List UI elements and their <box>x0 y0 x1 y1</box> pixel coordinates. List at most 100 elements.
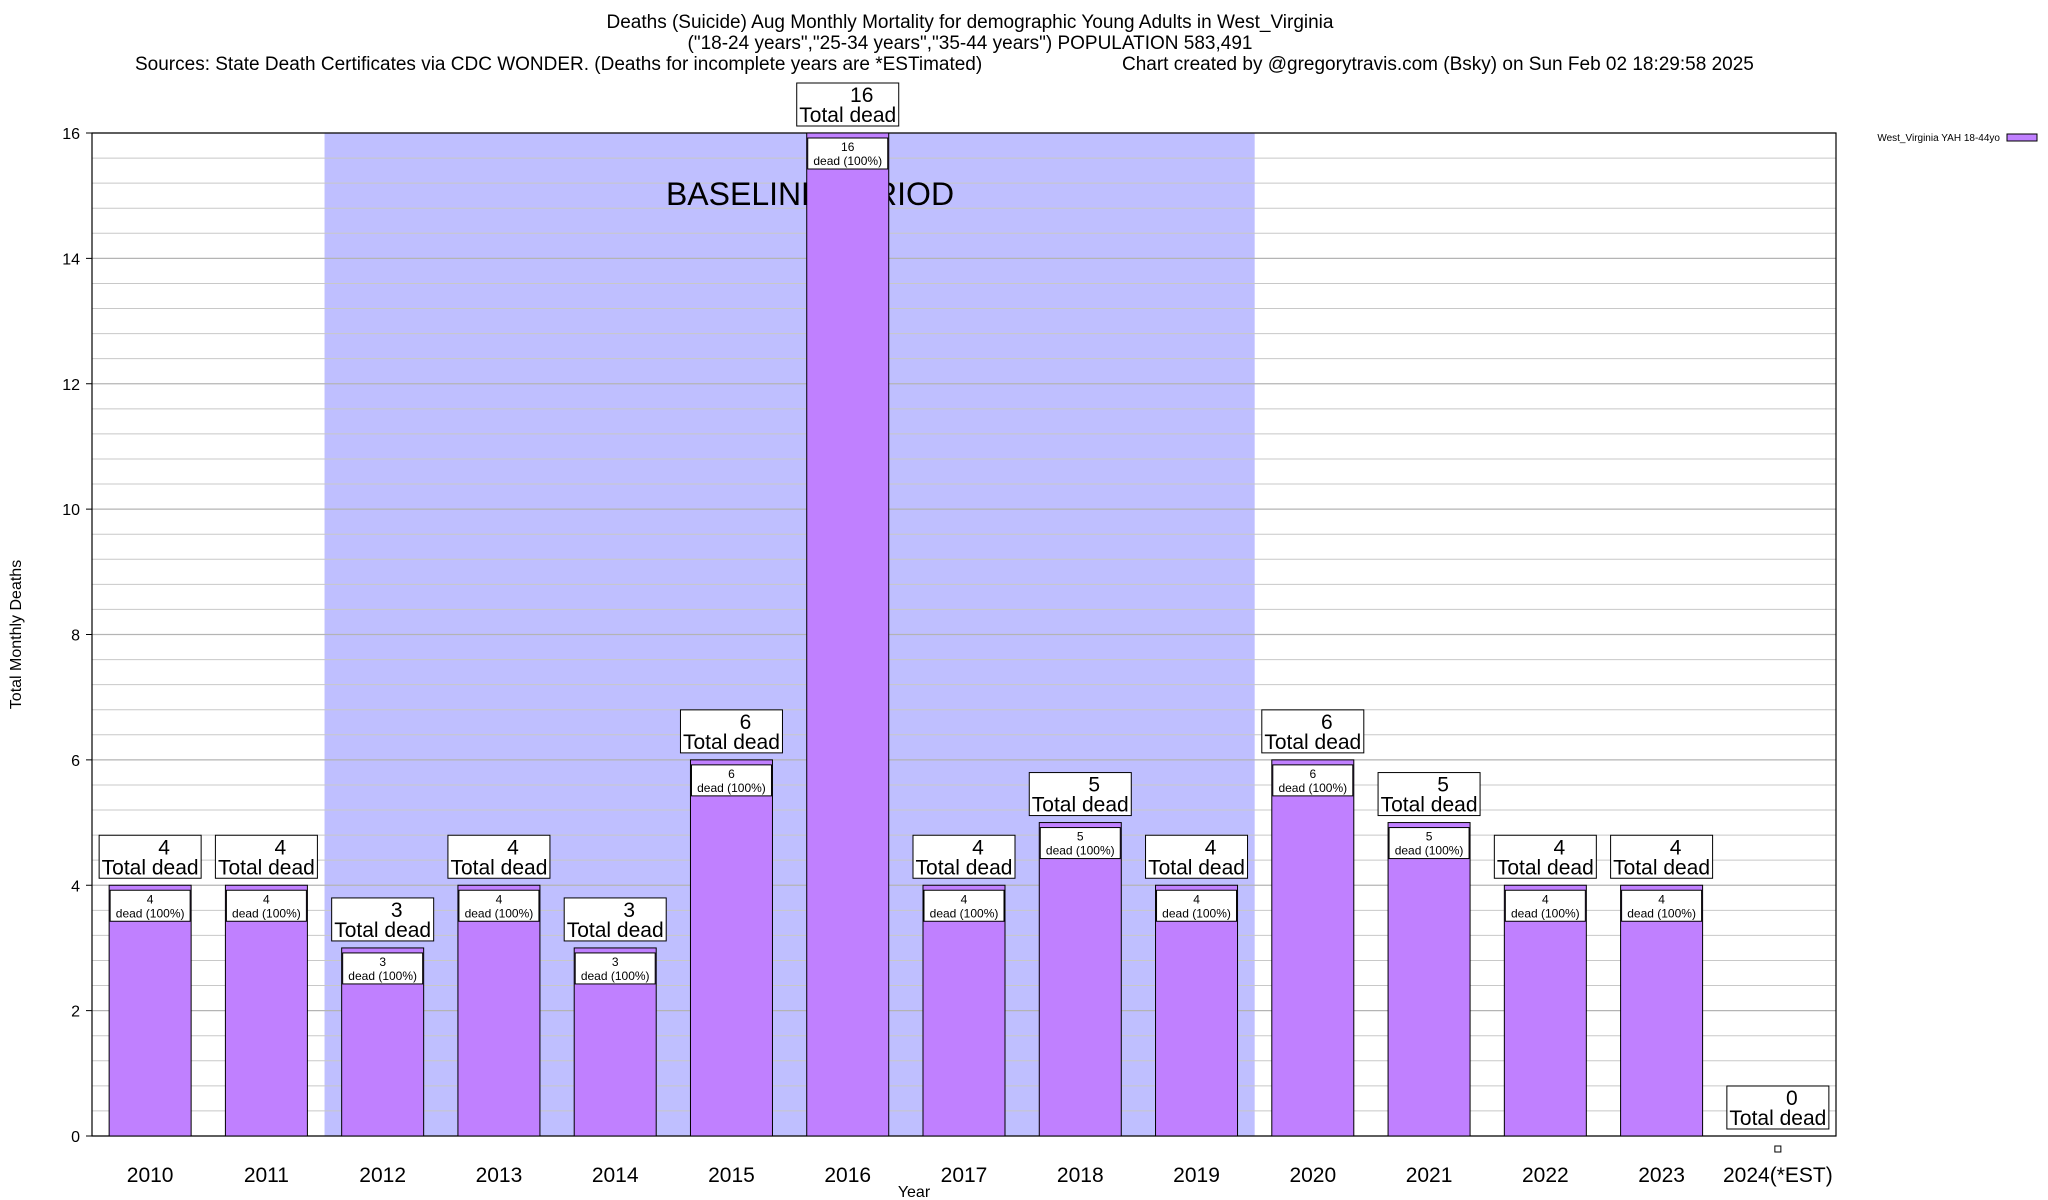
segment-percent-label: dead (100%) <box>348 969 417 983</box>
total-label-box <box>796 82 900 127</box>
segment-percent-label: dead (100%) <box>697 781 766 795</box>
y-tick-label: 10 <box>62 502 80 519</box>
total-label-box <box>1493 834 1597 879</box>
total-label-box <box>563 897 667 942</box>
total-label-box <box>214 834 318 879</box>
bar <box>1503 884 1587 1137</box>
segment-label-box <box>574 952 656 985</box>
total-dead-label: Total dead <box>1264 731 1361 754</box>
segment-percent-label: dead (100%) <box>116 906 185 920</box>
segment-value-label: 5 <box>1077 830 1084 844</box>
chart-title: Deaths (Suicide) Aug Monthly Mortality f… <box>0 12 1940 54</box>
total-value-label: 5 <box>1437 774 1449 797</box>
total-label-box <box>912 834 1016 879</box>
segment-label-box <box>1156 889 1238 922</box>
title-line-2: ("18-24 years","25-34 years","35-44 year… <box>687 33 1253 54</box>
segment-value-label: 4 <box>1193 892 1200 906</box>
segment-percent-label: dead (100%) <box>1046 844 1115 858</box>
bar <box>457 884 541 1137</box>
total-value-label: 4 <box>1205 836 1217 859</box>
bar <box>108 884 192 1137</box>
segment-label-box <box>225 889 307 922</box>
total-value-label: 4 <box>1553 836 1565 859</box>
segment-value-label: 4 <box>1658 892 1665 906</box>
segment-value-label: 4 <box>961 892 968 906</box>
x-tick-label: 2018 <box>1057 1164 1104 1187</box>
total-value-label: 3 <box>391 899 403 922</box>
total-dead-label: Total dead <box>567 919 664 942</box>
x-tick-label: 2024(*EST) <box>1723 1164 1833 1187</box>
title-line-1: Deaths (Suicide) Aug Monthly Mortality f… <box>606 12 1334 33</box>
total-dead-label: Total dead <box>1613 856 1710 879</box>
segment-percent-label: dead (100%) <box>1395 844 1464 858</box>
bar <box>1620 884 1704 1137</box>
x-tick-label: 2022 <box>1522 1164 1569 1187</box>
total-dead-label: Total dead <box>450 856 547 879</box>
x-tick-label: 2023 <box>1638 1164 1685 1187</box>
segment-value-label: 6 <box>1309 767 1316 781</box>
bar <box>922 884 1006 1137</box>
segment-percent-label: dead (100%) <box>232 906 301 920</box>
segment-label-box <box>342 952 424 985</box>
segment-label-box <box>1039 827 1121 860</box>
total-label-box <box>1028 772 1132 817</box>
segment-label-box <box>109 889 191 922</box>
total-label-box <box>1726 1085 1830 1130</box>
total-dead-label: Total dead <box>1032 794 1129 817</box>
segment-value-label: 4 <box>147 892 154 906</box>
y-tick-label: 6 <box>71 753 80 770</box>
total-dead-label: Total dead <box>334 919 431 942</box>
total-label-box <box>1610 834 1714 879</box>
bar <box>1271 759 1355 1137</box>
total-label-box <box>98 834 202 879</box>
segment-percent-label: dead (100%) <box>1511 906 1580 920</box>
segment-percent-label: dead (100%) <box>1162 906 1231 920</box>
total-dead-label: Total dead <box>1497 856 1594 879</box>
total-label-box <box>1261 709 1365 754</box>
bar <box>689 759 773 1137</box>
x-tick-label: 2013 <box>476 1164 523 1187</box>
x-tick-label: 2021 <box>1406 1164 1453 1187</box>
segment-percent-label: dead (100%) <box>581 969 650 983</box>
total-label-box <box>679 709 783 754</box>
x-tick-label: 2019 <box>1173 1164 1220 1187</box>
segment-value-label: 3 <box>379 955 386 969</box>
segment-value-label: 4 <box>263 892 270 906</box>
x-tick-label: 2010 <box>127 1164 174 1187</box>
x-tick-label: 2012 <box>359 1164 406 1187</box>
x-tick-label: 2020 <box>1289 1164 1336 1187</box>
total-value-label: 4 <box>1670 836 1682 859</box>
segment-label-box <box>923 889 1005 922</box>
y-tick-label: 16 <box>62 126 80 143</box>
x-tick-label: 2017 <box>941 1164 988 1187</box>
total-value-label: 3 <box>623 899 635 922</box>
total-dead-label: Total dead <box>916 856 1013 879</box>
total-value-label: 16 <box>850 84 873 107</box>
legend-label: West_Virginia YAH 18-44yo <box>1877 133 2000 144</box>
total-label-box <box>1377 772 1481 817</box>
zero-marker <box>1774 1145 1782 1153</box>
total-dead-label: Total dead <box>1381 794 1478 817</box>
total-dead-label: Total dead <box>102 856 199 879</box>
sources-note: Sources: State Death Certificates via CD… <box>135 54 983 75</box>
total-label-box <box>447 834 551 879</box>
total-dead-label: Total dead <box>799 104 896 127</box>
total-value-label: 6 <box>1321 711 1333 734</box>
segment-value-label: 4 <box>496 892 503 906</box>
total-value-label: 4 <box>972 836 984 859</box>
segment-label-box <box>690 764 772 797</box>
x-axis-label: Year <box>898 1184 931 1200</box>
total-value-label: 4 <box>507 836 519 859</box>
total-value-label: 6 <box>740 711 752 734</box>
segment-value-label: 5 <box>1426 830 1433 844</box>
segment-label-box <box>1504 889 1586 922</box>
x-tick-label: 2015 <box>708 1164 755 1187</box>
bar <box>1155 884 1239 1137</box>
bar <box>224 884 308 1137</box>
total-value-label: 4 <box>158 836 170 859</box>
x-tick-label: 2011 <box>244 1164 289 1187</box>
credit-note: Chart created by @gregorytravis.com (Bsk… <box>1122 54 1754 75</box>
total-dead-label: Total dead <box>1148 856 1245 879</box>
segment-percent-label: dead (100%) <box>813 154 882 168</box>
